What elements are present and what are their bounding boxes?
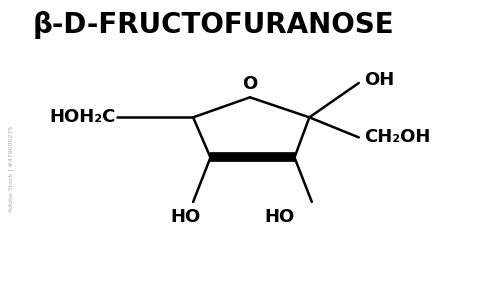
Text: β-D-FRUCTOFURANOSE: β-D-FRUCTOFURANOSE <box>32 11 394 39</box>
Text: OH: OH <box>364 71 394 89</box>
Text: HO: HO <box>170 208 201 226</box>
Text: HOH₂C: HOH₂C <box>49 108 116 126</box>
Text: O: O <box>242 75 258 93</box>
Text: CH₂OH: CH₂OH <box>364 128 430 146</box>
Text: HO: HO <box>264 208 295 226</box>
Text: Adobe Stock | #479006275: Adobe Stock | #479006275 <box>9 126 15 212</box>
